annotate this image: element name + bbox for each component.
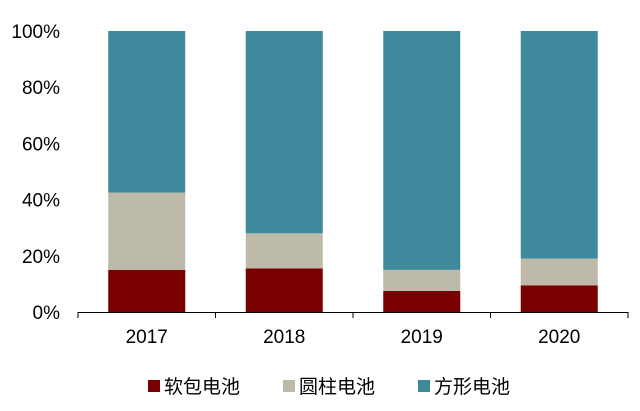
legend-swatch — [418, 380, 430, 392]
bar-segment-2020-2 — [520, 31, 598, 259]
bar-segment-2020-1 — [520, 258, 598, 286]
bar-segment-2019-1 — [383, 269, 461, 291]
legend-swatch — [283, 380, 295, 392]
y-tick-label: 40% — [22, 191, 60, 212]
y-tick-label: 100% — [11, 22, 60, 43]
legend-label: 软包电池 — [164, 376, 240, 398]
legend-label: 方形电池 — [434, 376, 510, 398]
bar-segment-2017-0 — [108, 269, 186, 312]
y-axis-ticks: 0% 20% 40% 60% 80% 100% — [11, 22, 60, 324]
legend-swatch — [148, 380, 160, 392]
bar-segment-2017-2 — [108, 31, 186, 193]
bar-segment-2020-0 — [520, 285, 598, 312]
x-tick-label: 2020 — [538, 327, 580, 348]
x-tick-label: 2018 — [263, 327, 305, 348]
bar-segment-2018-2 — [245, 31, 323, 234]
x-tick-label: 2019 — [401, 327, 443, 348]
bar-segment-2017-1 — [108, 192, 186, 270]
x-tick-label: 2017 — [126, 327, 168, 348]
legend-label: 圆柱电池 — [299, 376, 375, 398]
x-axis-ticks: 2017 2018 2019 2020 — [77, 312, 629, 348]
y-tick-label: 0% — [33, 303, 61, 324]
bar-segment-2018-1 — [245, 233, 323, 269]
bar-segment-2018-0 — [245, 268, 323, 312]
legend: 软包电池 圆柱电池 方形电池 — [148, 376, 510, 398]
y-tick-label: 60% — [22, 134, 60, 155]
bar-segment-2019-0 — [383, 290, 461, 312]
bars — [108, 31, 598, 312]
bar-segment-2019-2 — [383, 31, 461, 270]
y-tick-label: 20% — [22, 247, 60, 268]
y-tick-label: 80% — [22, 78, 60, 99]
